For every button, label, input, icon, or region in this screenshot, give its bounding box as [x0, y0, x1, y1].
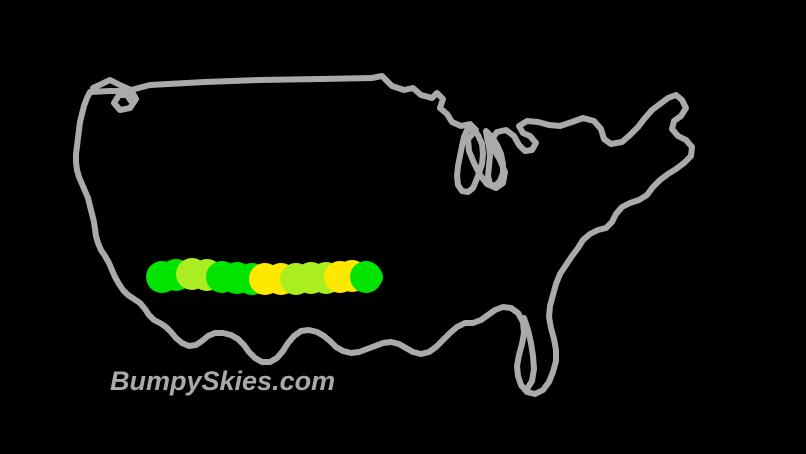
florida-peninsula-path: [521, 315, 537, 392]
michigan-peninsula-outline: [483, 128, 506, 189]
flight-track[interactable]: [146, 258, 383, 295]
flight-track-points[interactable]: [146, 258, 382, 295]
track-point-smooth[interactable]: [350, 261, 382, 293]
lake-michigan-huron-outline: [454, 125, 486, 195]
great-lakes-outline: [454, 125, 506, 195]
us-outline: [73, 73, 695, 397]
florida-outline: [521, 315, 537, 392]
bumpyskies-watermark: BumpySkies.com: [110, 366, 336, 396]
